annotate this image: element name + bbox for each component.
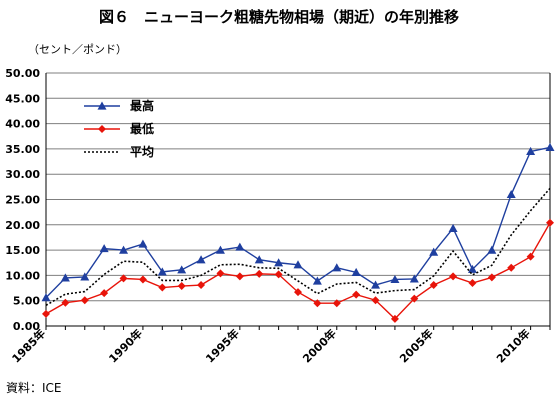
data-point-high — [60, 273, 70, 282]
data-point-high — [332, 263, 342, 272]
legend-label-avg: 平均 — [130, 144, 154, 159]
data-point-low — [138, 275, 147, 284]
data-point-low — [235, 272, 244, 281]
data-point-high — [177, 265, 187, 274]
data-point-high — [545, 142, 555, 151]
legend-item-avg: 平均 — [84, 144, 154, 159]
data-point-low — [255, 269, 264, 278]
data-point-low — [119, 274, 128, 283]
y-unit-label: （セント／ポンド） — [28, 43, 127, 56]
y-tick-label: 35.00 — [5, 143, 40, 156]
y-tick-label: 50.00 — [5, 67, 40, 80]
legend-item-low: 最低 — [84, 121, 154, 136]
series-line-avg — [45, 187, 551, 306]
legend-marker-low — [98, 125, 106, 133]
data-point-high — [138, 239, 148, 248]
data-point-high — [487, 245, 497, 254]
x-tick-label: 1990年 — [106, 326, 145, 365]
series-avg — [45, 187, 551, 306]
data-point-low — [352, 290, 361, 299]
data-point-high — [41, 293, 51, 302]
data-point-low — [390, 314, 399, 323]
data-point-high — [119, 245, 129, 254]
data-point-low — [42, 309, 50, 318]
y-tick-label: 45.00 — [5, 92, 40, 105]
data-point-high — [351, 267, 361, 276]
series-low — [42, 218, 554, 323]
y-tick-label: 30.00 — [5, 168, 40, 181]
data-point-low — [216, 269, 225, 278]
data-point-high — [215, 245, 225, 254]
y-tick-label: 5.00 — [13, 295, 40, 308]
data-point-high — [390, 274, 400, 284]
y-tick-label: 10.00 — [5, 269, 40, 282]
data-point-low — [507, 263, 516, 272]
data-point-low — [197, 281, 206, 290]
data-point-low — [274, 270, 283, 279]
data-point-high — [312, 276, 322, 285]
data-point-high — [506, 189, 516, 199]
series-layer — [41, 142, 555, 323]
series-high — [41, 142, 555, 302]
data-point-high — [293, 260, 303, 269]
chart-title: 図６ ニューヨーク粗糖先物相場（期近）の年別推移 — [99, 8, 459, 26]
data-point-high — [196, 255, 206, 264]
data-point-low — [410, 294, 419, 303]
data-point-low — [100, 289, 109, 298]
data-point-high — [526, 146, 536, 156]
data-point-low — [332, 299, 341, 308]
y-tick-label: 40.00 — [5, 118, 40, 131]
data-point-high — [157, 267, 167, 276]
data-point-low — [158, 283, 167, 292]
grid-layer — [46, 72, 550, 302]
legend-item-high: 最高 — [84, 98, 154, 113]
data-point-low — [371, 296, 380, 305]
data-point-low — [177, 282, 186, 291]
data-point-high — [429, 247, 439, 256]
data-point-high — [235, 242, 245, 251]
data-point-low — [487, 273, 496, 282]
data-point-high — [448, 223, 458, 232]
data-point-high — [371, 280, 381, 289]
legend-marker-high — [97, 101, 107, 110]
y-tick-label: 0.00 — [13, 320, 40, 333]
y-tick-label: 15.00 — [5, 244, 40, 257]
data-point-low — [449, 272, 458, 281]
x-tick-label: 1995年 — [203, 326, 242, 365]
x-tick-label: 2005年 — [396, 326, 435, 365]
data-point-high — [80, 272, 90, 281]
source-note: 資料：ICE — [6, 381, 62, 395]
data-point-low — [294, 288, 302, 297]
data-point-low — [80, 296, 89, 305]
data-point-high — [409, 274, 419, 283]
data-point-low — [468, 278, 477, 287]
legend-label-high: 最高 — [130, 98, 154, 113]
axis-layer: 0.00 5.00 10.00 15.00 20.00 25.00 30.00 35.00 40… — [5, 67, 551, 366]
data-point-low — [546, 218, 554, 227]
data-point-high — [254, 255, 264, 264]
data-point-high — [99, 244, 109, 253]
x-tick-label: 2000年 — [300, 326, 339, 365]
x-tick-label: 2010年 — [493, 326, 532, 365]
data-point-high — [467, 264, 477, 273]
legend-label-low: 最低 — [130, 121, 154, 136]
data-point-low — [429, 281, 438, 290]
data-point-low — [61, 298, 70, 307]
y-tick-label: 25.00 — [5, 194, 40, 207]
y-tick-label: 20.00 — [5, 219, 40, 232]
data-point-high — [274, 258, 284, 267]
data-point-low — [313, 299, 322, 308]
data-point-low — [526, 252, 535, 261]
